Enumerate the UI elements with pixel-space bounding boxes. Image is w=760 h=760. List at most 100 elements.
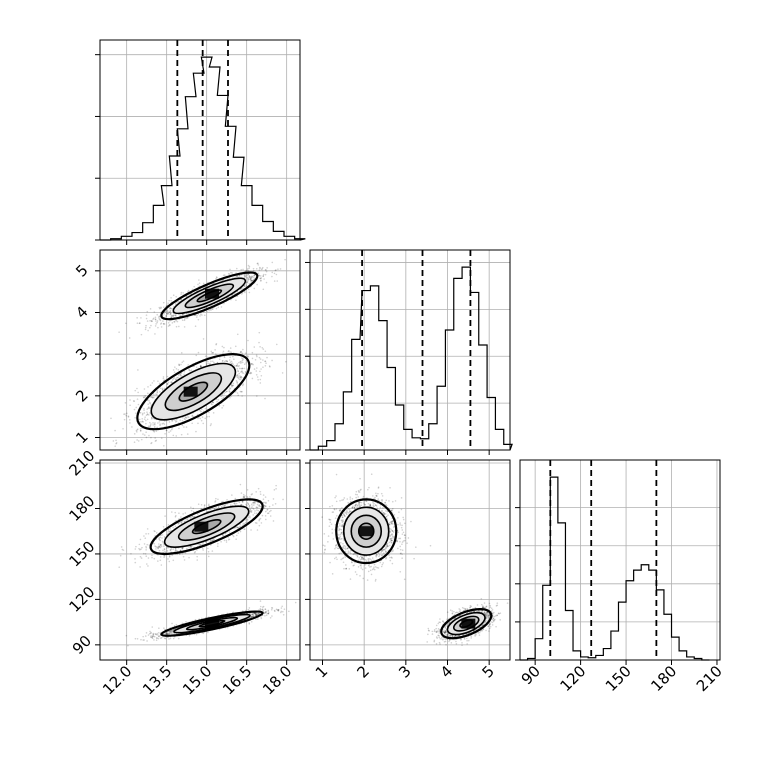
sample-point <box>142 552 145 555</box>
sample-point <box>153 396 155 399</box>
sample-point <box>235 502 238 505</box>
sample-point <box>156 393 158 396</box>
histogram-panel-1 <box>95 39 306 245</box>
sample-point <box>262 348 265 350</box>
sample-point <box>229 361 232 364</box>
sample-point <box>180 298 183 301</box>
sample-point <box>186 316 189 319</box>
sample-point <box>145 422 147 425</box>
sample-point <box>230 384 233 386</box>
sample-point <box>163 554 166 557</box>
sample-point <box>174 378 177 381</box>
sample-point <box>127 416 130 418</box>
sample-point <box>252 269 255 272</box>
sample-point <box>121 548 124 551</box>
y-tick-label: 5 <box>72 261 91 280</box>
sample-point <box>170 529 172 532</box>
sample-point <box>240 376 243 378</box>
sample-point <box>254 358 257 361</box>
sample-point <box>159 423 161 425</box>
sample-point <box>312 347 314 349</box>
sample-point <box>235 365 238 367</box>
sample-point <box>225 360 227 362</box>
sample-point <box>253 512 256 514</box>
sample-point <box>207 555 210 558</box>
sample-point <box>249 276 252 279</box>
sample-point <box>240 390 243 393</box>
sample-point <box>141 413 144 416</box>
histogram-step-line <box>100 56 306 241</box>
sample-point <box>157 326 159 329</box>
sample-point <box>158 546 161 548</box>
sample-point <box>222 350 225 353</box>
sample-point <box>161 534 164 536</box>
sample-point <box>188 556 190 559</box>
sample-point <box>247 264 250 267</box>
sample-point <box>150 404 153 406</box>
sample-point <box>146 408 149 410</box>
sample-point <box>222 505 225 508</box>
density-peak <box>205 288 219 299</box>
sample-point <box>143 412 146 414</box>
sample-point <box>166 383 169 385</box>
sample-point <box>243 367 246 370</box>
sample-point <box>251 493 254 495</box>
sample-point <box>174 511 177 514</box>
sample-point <box>210 540 212 542</box>
sample-point <box>241 501 244 504</box>
sample-point <box>199 365 202 367</box>
sample-point <box>193 551 196 554</box>
sample-point <box>225 390 228 393</box>
sample-point <box>222 500 224 503</box>
sample-point <box>179 419 182 421</box>
sample-point <box>223 360 226 363</box>
sample-point <box>221 534 224 537</box>
contour-line <box>178 381 209 402</box>
sample-point <box>156 391 159 393</box>
sample-point <box>260 279 262 282</box>
x-tick-label: 13.5 <box>139 662 175 698</box>
x-tick-label: 150 <box>602 662 635 695</box>
sample-point <box>170 307 173 310</box>
sample-point <box>265 269 267 271</box>
sample-point <box>159 536 162 539</box>
sample-point <box>147 406 150 408</box>
sample-point <box>229 391 231 393</box>
sample-point <box>184 418 187 420</box>
sample-point <box>147 557 150 559</box>
sample-point <box>229 268 231 271</box>
sample-point <box>188 546 190 548</box>
sample-point <box>220 395 222 398</box>
sample-point <box>153 380 155 382</box>
sample-point <box>180 298 182 301</box>
sample-point <box>178 553 181 556</box>
sample-point <box>187 289 190 292</box>
sample-point <box>153 393 155 396</box>
sample-point <box>170 297 172 299</box>
sample-point <box>259 361 262 364</box>
sample-point <box>171 419 173 422</box>
sample-point <box>143 543 146 545</box>
sample-point <box>199 313 202 315</box>
sample-point <box>209 362 211 365</box>
sample-point <box>247 503 250 506</box>
sample-point <box>135 429 138 432</box>
sample-point <box>203 314 206 317</box>
sample-point <box>169 527 172 530</box>
sample-point <box>208 309 210 312</box>
sample-point <box>247 516 250 519</box>
sample-point <box>141 412 144 415</box>
sample-point <box>252 514 255 516</box>
sample-point <box>183 319 186 322</box>
sample-point <box>253 277 256 280</box>
sample-point <box>248 372 251 375</box>
sample-point <box>169 306 171 309</box>
sample-point <box>143 418 146 420</box>
sample-point <box>262 498 265 500</box>
sample-point <box>227 296 230 299</box>
sample-point <box>196 559 199 561</box>
sample-point <box>241 500 244 503</box>
sample-point <box>166 310 169 313</box>
sample-point <box>211 401 214 403</box>
